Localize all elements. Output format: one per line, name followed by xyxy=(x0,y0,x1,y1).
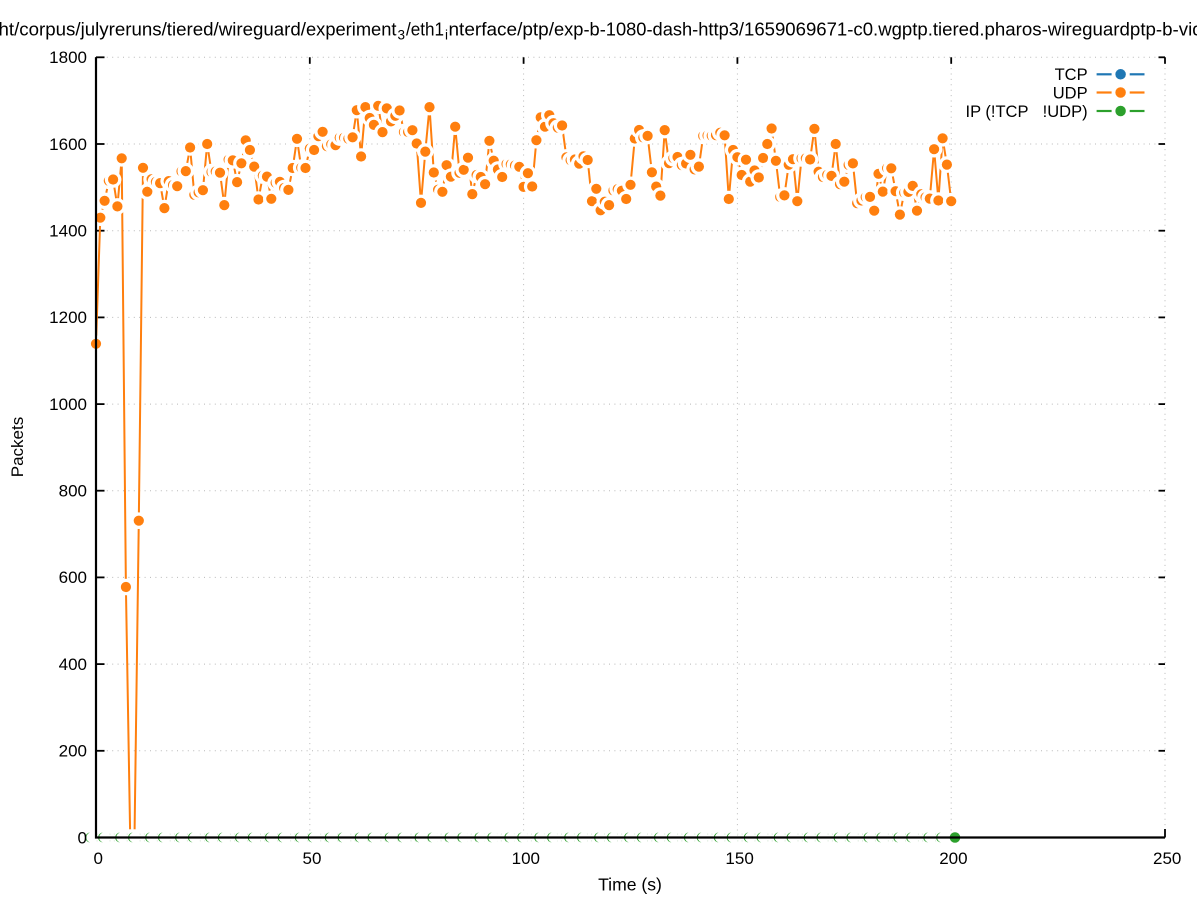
svg-text:IP (!TCP !UDP): IP (!TCP !UDP) xyxy=(966,103,1088,121)
svg-text:200: 200 xyxy=(59,742,87,761)
svg-text:0: 0 xyxy=(93,849,102,868)
svg-text:600: 600 xyxy=(59,568,87,587)
svg-text:150: 150 xyxy=(725,849,753,868)
svg-text:400: 400 xyxy=(59,655,87,674)
svg-text:1400: 1400 xyxy=(49,222,87,241)
svg-text:TCP: TCP xyxy=(1055,66,1088,84)
svg-text:1000: 1000 xyxy=(49,395,87,414)
svg-text:Time (s): Time (s) xyxy=(598,875,662,895)
svg-text:UDP: UDP xyxy=(1053,84,1088,102)
svg-text:ht/corpus/julyreruns/tiered/wi: ht/corpus/julyreruns/tiered/wireguard/ xyxy=(0,18,307,39)
svg-text:50: 50 xyxy=(303,849,322,868)
svg-text:Packets: Packets xyxy=(8,417,27,477)
svg-text:1200: 1200 xyxy=(49,308,87,327)
svg-text:250: 250 xyxy=(1153,849,1181,868)
svg-text:nterface/ptp/: nterface/ptp/ xyxy=(449,18,555,39)
svg-text:pharos-wireguardptp-b-video-et: pharos-wireguardptp-b-video-eth1.pcap xyxy=(985,18,1197,39)
svg-text:1659069671-c0.wgptp.tiered.: 1659069671-c0.wgptp.tiered. xyxy=(744,18,985,39)
svg-text:1600: 1600 xyxy=(49,135,87,154)
svg-text:0: 0 xyxy=(78,828,87,847)
svg-text:3: 3 xyxy=(398,28,406,43)
svg-text:exp-b-1080-dash-http3/: exp-b-1080-dash-http3/ xyxy=(554,18,745,39)
svg-text:1800: 1800 xyxy=(49,48,87,67)
svg-text:200: 200 xyxy=(939,849,967,868)
svg-text:100: 100 xyxy=(512,849,540,868)
svg-text:experiment: experiment xyxy=(306,18,397,39)
svg-text:800: 800 xyxy=(59,482,87,501)
svg-text:/eth1: /eth1 xyxy=(406,18,444,39)
svg-text:i: i xyxy=(445,28,448,43)
